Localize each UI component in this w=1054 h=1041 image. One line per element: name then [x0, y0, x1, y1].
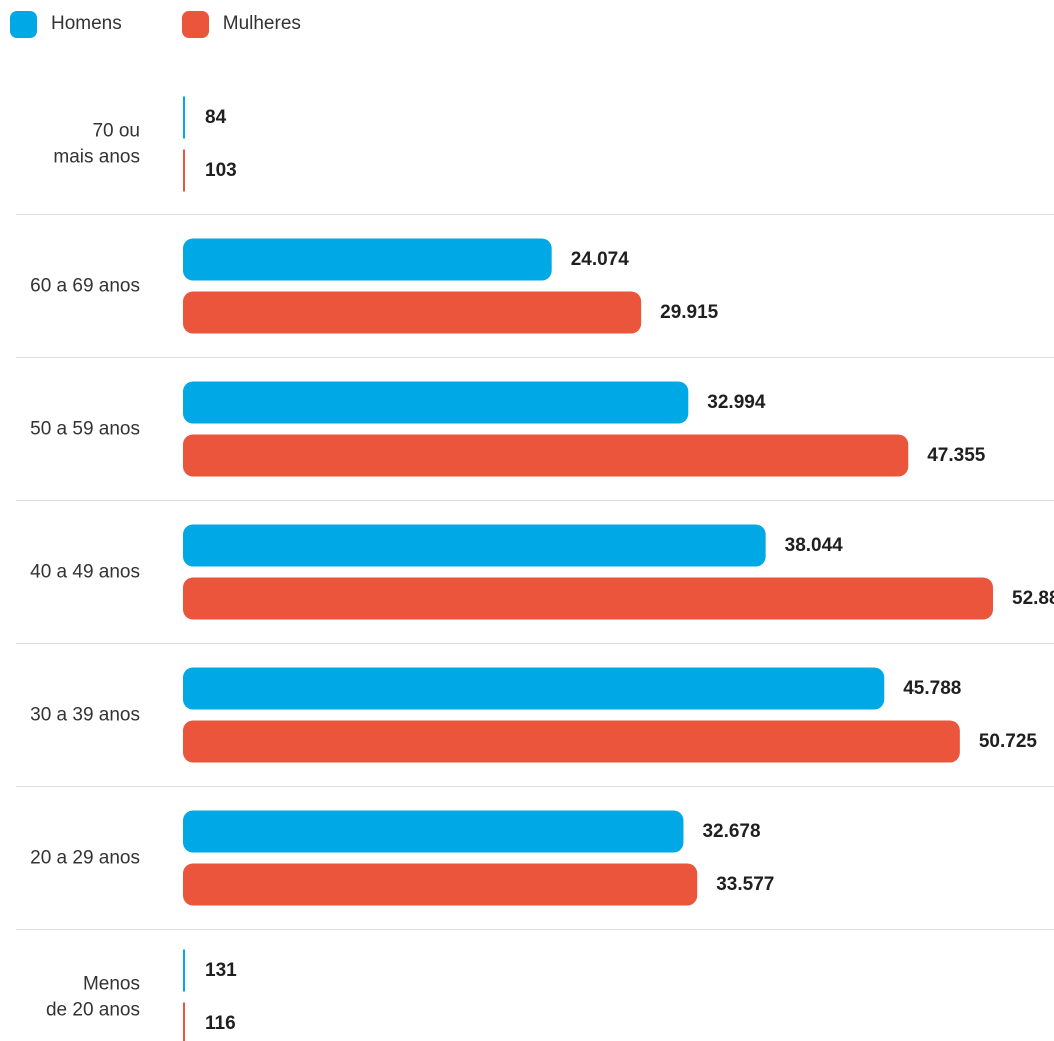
- category-label: 60 a 69 anos: [30, 276, 140, 297]
- category-label: 50 a 59 anos: [30, 419, 140, 440]
- data-label-homens: 84: [205, 107, 227, 128]
- data-label-mulheres: 33.577: [716, 874, 774, 895]
- bar-homens: [183, 238, 552, 281]
- legend-label-mulheres: Mulheres: [222, 13, 301, 34]
- category-label: mais anos: [53, 147, 140, 168]
- bar-mulheres: [183, 149, 185, 192]
- category-label: 20 a 29 anos: [30, 848, 140, 869]
- legend-swatch-homens: [10, 10, 37, 38]
- legend-label-homens: Homens: [51, 13, 122, 34]
- data-label-homens: 32.994: [707, 392, 766, 413]
- data-label-mulheres: 50.725: [979, 731, 1038, 752]
- data-label-homens: 32.678: [702, 821, 760, 842]
- bar-homens: [183, 667, 885, 710]
- category-label: Menos: [83, 974, 140, 995]
- data-label-mulheres: 116: [205, 1013, 236, 1034]
- category-label: 40 a 49 anos: [30, 562, 140, 583]
- data-label-homens: 45.788: [903, 678, 961, 699]
- category-label: 70 ou: [92, 121, 140, 142]
- bar-mulheres: [183, 577, 993, 620]
- bar-homens: [183, 524, 766, 567]
- data-label-mulheres: 29.915: [660, 302, 719, 323]
- bar-homens: [183, 96, 185, 139]
- legend: Homens Mulheres: [10, 10, 361, 38]
- data-label-homens: 24.074: [571, 249, 630, 270]
- data-label-homens: 38.044: [785, 535, 844, 556]
- data-label-homens: 131: [205, 960, 237, 981]
- legend-swatch-mulheres: [181, 10, 209, 38]
- bar-homens: [183, 949, 185, 992]
- bar-mulheres: [183, 863, 698, 906]
- legend-item-homens: Homens: [10, 10, 122, 38]
- bar-homens: [183, 381, 689, 424]
- data-label-mulheres: 47.355: [927, 445, 986, 466]
- category-label: 30 a 39 anos: [30, 705, 140, 726]
- bar-mulheres: [183, 291, 642, 334]
- bar-mulheres: [183, 434, 909, 477]
- bar-homens: [183, 810, 684, 853]
- category-label: de 20 anos: [46, 1000, 140, 1021]
- data-label-mulheres: 103: [205, 160, 237, 181]
- data-label-mulheres: 52.889: [1012, 588, 1054, 609]
- legend-item-mulheres: Mulheres: [181, 10, 301, 38]
- bar-mulheres: [183, 720, 960, 763]
- bar-mulheres: [183, 1002, 185, 1041]
